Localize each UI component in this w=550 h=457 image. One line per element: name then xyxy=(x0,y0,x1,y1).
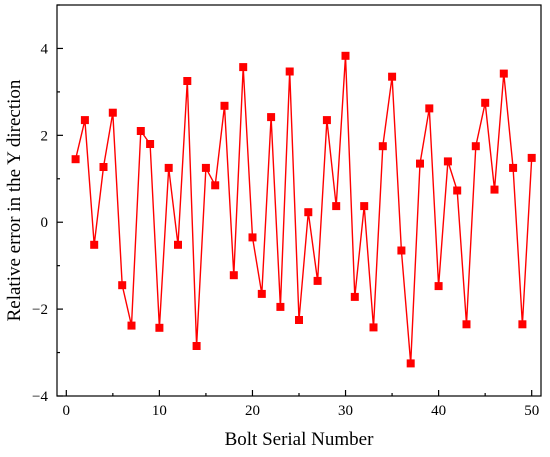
data-point xyxy=(490,185,499,194)
y-tick-label: 0 xyxy=(41,215,49,231)
data-point xyxy=(108,108,117,117)
series-line xyxy=(74,55,533,364)
plot-area xyxy=(56,4,542,397)
data-point xyxy=(183,77,192,85)
y-tick-label: −4 xyxy=(32,389,48,405)
data-point xyxy=(397,246,406,255)
data-point xyxy=(276,302,285,311)
data-point xyxy=(462,320,471,329)
data-point xyxy=(136,127,145,135)
data-points xyxy=(71,51,536,368)
data-point xyxy=(174,240,182,249)
data-point xyxy=(118,281,127,290)
x-axis-title: Bolt Serial Number xyxy=(225,429,374,450)
tick-labels: 0 10 20 30 40 50 −4 −2 0 2 4 xyxy=(32,41,539,419)
data-point xyxy=(341,51,350,60)
data-point xyxy=(164,163,173,172)
data-point xyxy=(350,292,359,301)
data-point xyxy=(481,98,490,107)
x-tick-label: 30 xyxy=(338,403,353,419)
data-point xyxy=(360,202,369,211)
data-point xyxy=(146,140,155,148)
axis-ticks xyxy=(57,4,533,397)
data-point xyxy=(499,69,508,78)
y-axis-title: Relative error in the Y direction xyxy=(4,79,25,321)
y-tick-label: 2 xyxy=(41,128,49,144)
data-point xyxy=(378,142,387,151)
data-point xyxy=(332,202,341,211)
data-point xyxy=(313,276,322,285)
data-point xyxy=(527,153,536,162)
data-point xyxy=(80,116,89,125)
data-point xyxy=(295,316,303,324)
data-point xyxy=(406,359,415,368)
x-tick-label: 50 xyxy=(524,403,539,419)
data-point xyxy=(239,63,248,72)
data-point xyxy=(416,159,424,168)
data-point xyxy=(257,289,266,298)
data-point xyxy=(220,101,229,110)
data-point xyxy=(248,233,257,242)
data-point xyxy=(453,186,462,195)
data-point xyxy=(127,321,136,330)
data-point xyxy=(211,181,220,190)
data-point xyxy=(369,323,378,332)
y-tick-label: 4 xyxy=(41,41,49,57)
data-point xyxy=(322,116,331,125)
data-point xyxy=(304,208,313,217)
x-tick-label: 10 xyxy=(152,403,167,419)
data-point xyxy=(99,163,108,171)
data-point xyxy=(443,157,452,166)
data-point xyxy=(425,104,434,113)
data-point xyxy=(90,240,99,249)
data-point xyxy=(285,67,294,76)
x-tick-label: 40 xyxy=(431,403,446,419)
data-point xyxy=(267,113,276,122)
data-point xyxy=(201,163,210,172)
data-point xyxy=(471,142,480,151)
data-point xyxy=(192,342,201,350)
data-point xyxy=(229,271,238,280)
y-tick-label: −2 xyxy=(32,302,48,318)
data-point xyxy=(71,155,80,164)
data-point xyxy=(155,323,164,332)
data-point xyxy=(509,163,518,172)
data-point xyxy=(434,282,443,291)
data-point xyxy=(388,72,397,81)
x-tick-label: 20 xyxy=(245,403,260,419)
data-point xyxy=(518,320,527,329)
x-tick-label: 0 xyxy=(63,403,71,419)
